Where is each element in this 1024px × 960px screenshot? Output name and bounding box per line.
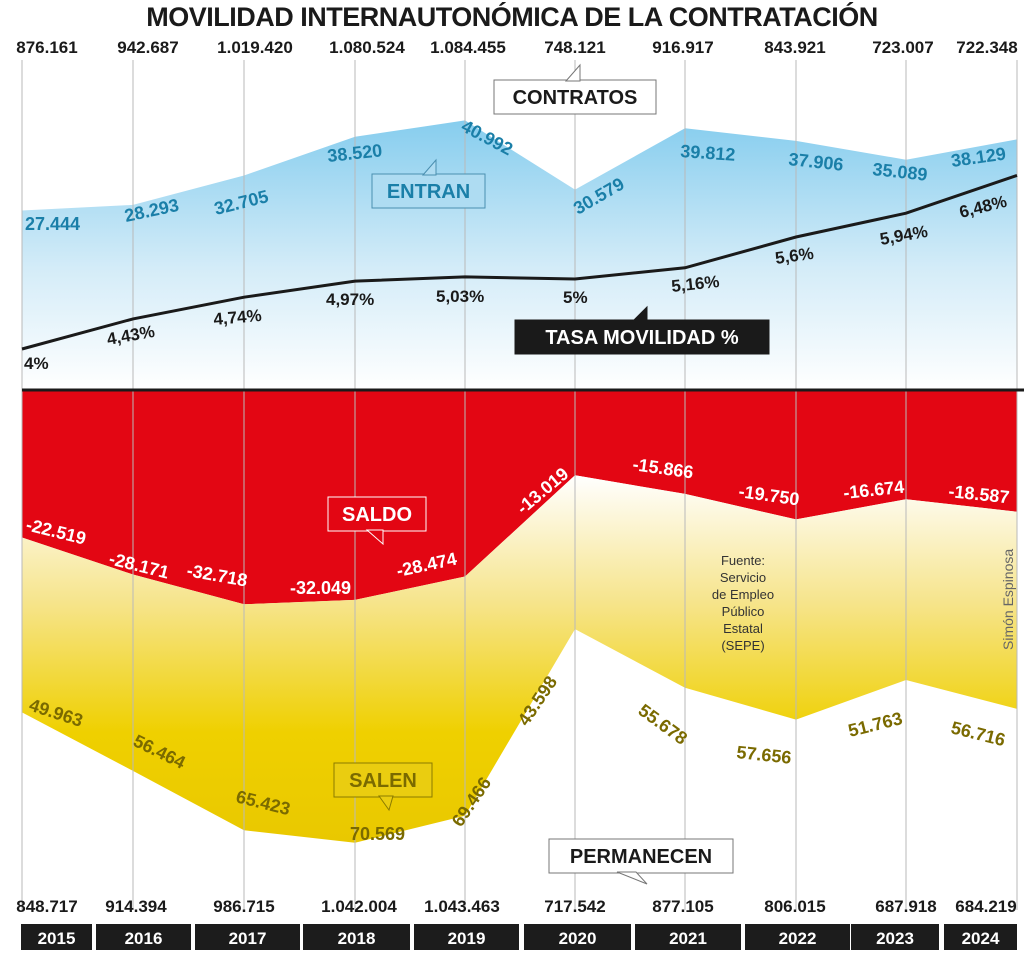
year-label: 2016 <box>125 929 163 948</box>
tasa-value: 4,74% <box>213 306 263 329</box>
year-label: 2024 <box>962 929 1000 948</box>
permanecen-value: 687.918 <box>875 897 936 916</box>
source-line: (SEPE) <box>721 638 764 653</box>
permanecen-value: 1.042.004 <box>321 897 397 916</box>
tasa-value: 5% <box>563 288 588 307</box>
contratos-value: 942.687 <box>117 38 178 57</box>
year-bar <box>96 924 191 950</box>
source-line: Estatal <box>723 621 763 636</box>
year-bar <box>414 924 519 950</box>
tasa-callout-label: TASA MOVILIDAD % <box>545 327 739 349</box>
saldo-callout-label: SALDO <box>342 504 412 526</box>
tasa-callout: TASA MOVILIDAD % <box>514 305 770 355</box>
contratos-callout: CONTRATOS <box>493 63 657 115</box>
contratos-value: 1.080.524 <box>329 38 405 57</box>
year-bar <box>524 924 631 950</box>
entran-value: 39.812 <box>680 141 736 165</box>
permanecen-value: 877.105 <box>652 897 713 916</box>
contratos-callout-label: CONTRATOS <box>513 87 638 109</box>
salen-area <box>22 475 1017 843</box>
year-bar <box>944 924 1017 950</box>
saldo-area <box>22 390 1017 605</box>
year-bar <box>635 924 741 950</box>
source-line: Público <box>722 604 765 619</box>
contratos-value: 876.161 <box>16 38 77 57</box>
permanecen-value: 684.219 <box>955 897 1016 916</box>
contratos-value: 1.084.455 <box>430 38 506 57</box>
permanecen-value: 717.542 <box>544 897 605 916</box>
year-label: 2019 <box>448 929 486 948</box>
year-label: 2020 <box>559 929 597 948</box>
permanecen-callout-label: PERMANECEN <box>570 846 712 868</box>
permanecen-value: 806.015 <box>764 897 825 916</box>
salen-callout-label: SALEN <box>349 770 417 792</box>
salen-value: 51.763 <box>846 708 904 741</box>
year-label: 2023 <box>876 929 914 948</box>
permanecen-callout: PERMANECEN <box>548 838 734 885</box>
entran-callout-label: ENTRAN <box>387 181 470 203</box>
year-label: 2017 <box>229 929 267 948</box>
year-bar <box>745 924 850 950</box>
permanecen-value: 1.043.463 <box>424 897 500 916</box>
year-bar <box>195 924 300 950</box>
contratos-value: 748.121 <box>544 38 605 57</box>
author-credit: Simón Espinosa <box>1000 549 1016 650</box>
entran-value: 27.444 <box>25 214 80 234</box>
permanecen-value: 986.715 <box>213 897 274 916</box>
permanecen-value: 848.717 <box>16 897 77 916</box>
tasa-line <box>21 173 1018 351</box>
entran-callout: ENTRAN <box>371 158 486 209</box>
contratos-value: 843.921 <box>764 38 825 57</box>
salen-value: 70.569 <box>350 824 405 844</box>
contratos-value: 1.019.420 <box>217 38 293 57</box>
contratos-value: 722.348 <box>956 38 1017 57</box>
tasa-value: 5,03% <box>436 287 484 306</box>
saldo-callout: SALDO <box>327 496 427 546</box>
source-line: de Empleo <box>712 587 774 602</box>
year-label: 2018 <box>338 929 376 948</box>
year-bar <box>851 924 939 950</box>
year-label: 2022 <box>779 929 817 948</box>
chart-title: MOVILIDAD INTERNAUTONÓMICA DE LA CONTRAT… <box>146 2 878 32</box>
tasa-value: 4% <box>24 354 49 373</box>
year-bar <box>21 924 92 950</box>
salen-value: 56.716 <box>949 717 1007 750</box>
salen-value: 57.656 <box>736 742 793 768</box>
salen-callout: SALEN <box>333 762 433 812</box>
contratos-value: 916.917 <box>652 38 713 57</box>
year-label: 2021 <box>669 929 707 948</box>
year-bar <box>303 924 410 950</box>
source-line: Fuente: <box>721 553 765 568</box>
source-line: Servicio <box>720 570 766 585</box>
tasa-value: 4,97% <box>326 290 374 309</box>
salen-value: 55.678 <box>635 700 691 749</box>
saldo-value: -32.049 <box>290 578 351 598</box>
year-label: 2015 <box>38 929 76 948</box>
contratos-value: 723.007 <box>872 38 933 57</box>
tasa-value: 5,16% <box>670 272 720 296</box>
permanecen-value: 914.394 <box>105 897 167 916</box>
